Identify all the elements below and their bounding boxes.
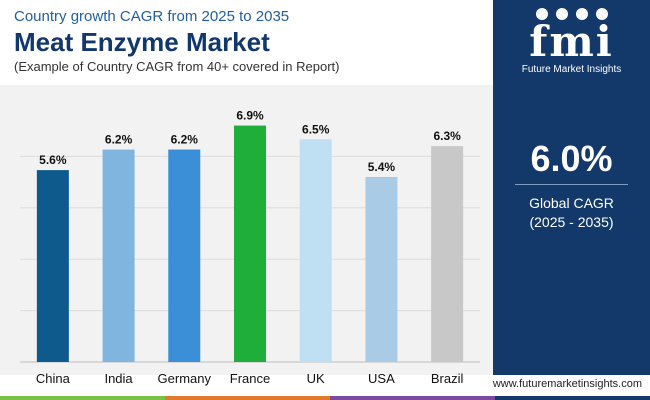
- bar-france: [234, 125, 266, 362]
- x-tick-label-germany: Germany: [157, 371, 212, 386]
- x-tick-label-china: China: [35, 371, 70, 386]
- logo-dot-icon: [595, 8, 608, 20]
- x-tick-label-usa: USA: [368, 371, 395, 386]
- footer-url[interactable]: www.futuremarketinsights.com: [492, 378, 642, 390]
- chart-area: 5.6% 6.2% 6.2% 6.9% 6.5% 5.4% 6.3%: [0, 85, 493, 375]
- bar-india: [102, 149, 135, 362]
- footer-bar-segment: [0, 396, 165, 400]
- bar-germany: [168, 149, 201, 362]
- global-cagr-value: 6.0%: [530, 138, 613, 179]
- chart-title: Meat Enzyme Market: [14, 27, 270, 57]
- x-tick-label-france: France: [229, 371, 271, 386]
- bar-uk: [299, 139, 332, 362]
- kpi-divider: [515, 184, 628, 185]
- data-label-india: 6.2%: [105, 133, 133, 147]
- logo-mark: fmi: [529, 17, 614, 66]
- bar-chart: 5.6% 6.2% 6.2% 6.9% 6.5% 5.4% 6.3%: [20, 109, 480, 363]
- bar-usa: [365, 176, 398, 362]
- chart-note: (Example of Country CAGR from 40+ covere…: [14, 59, 340, 74]
- footer-bar-segment: [330, 396, 495, 400]
- logo-dot-icon: [555, 8, 568, 20]
- header: Country growth CAGR from 2025 to 2035 Me…: [14, 8, 484, 75]
- global-cagr-label: Global CAGR (2025 - 2035): [493, 194, 650, 232]
- global-cagr-period: (2025 - 2035): [529, 214, 614, 230]
- data-label-france: 6.9%: [236, 109, 264, 123]
- data-label-usa: 5.4%: [368, 160, 396, 174]
- logo-dot-icon: [575, 8, 588, 20]
- bar-china: [36, 170, 69, 362]
- data-label-brazil: 6.3%: [433, 129, 461, 143]
- side-panel: fmi Future Market Insights 6.0% Global C…: [493, 0, 650, 375]
- fmi-logo: fmi Future Market Insights: [493, 8, 650, 75]
- chart-subtitle: Country growth CAGR from 2025 to 2035: [14, 8, 290, 25]
- x-tick-label-uk: UK: [306, 371, 325, 386]
- data-label-china: 5.6%: [39, 153, 67, 167]
- footer-bar-segment: [165, 396, 330, 400]
- x-tick-label-india: India: [104, 371, 133, 386]
- data-label-germany: 6.2%: [171, 133, 199, 147]
- bar-brazil: [431, 146, 464, 362]
- logo-dot-icon: [535, 8, 548, 20]
- x-tick-label-brazil: Brazil: [430, 371, 464, 386]
- data-label-uk: 6.5%: [302, 122, 330, 136]
- global-cagr-label-line1: Global CAGR: [529, 195, 614, 211]
- logo-icons: [493, 8, 650, 22]
- footer-color-bar: [0, 396, 650, 400]
- footer-bar-segment: [495, 396, 650, 400]
- logo-text: Future Market Insights: [521, 64, 622, 75]
